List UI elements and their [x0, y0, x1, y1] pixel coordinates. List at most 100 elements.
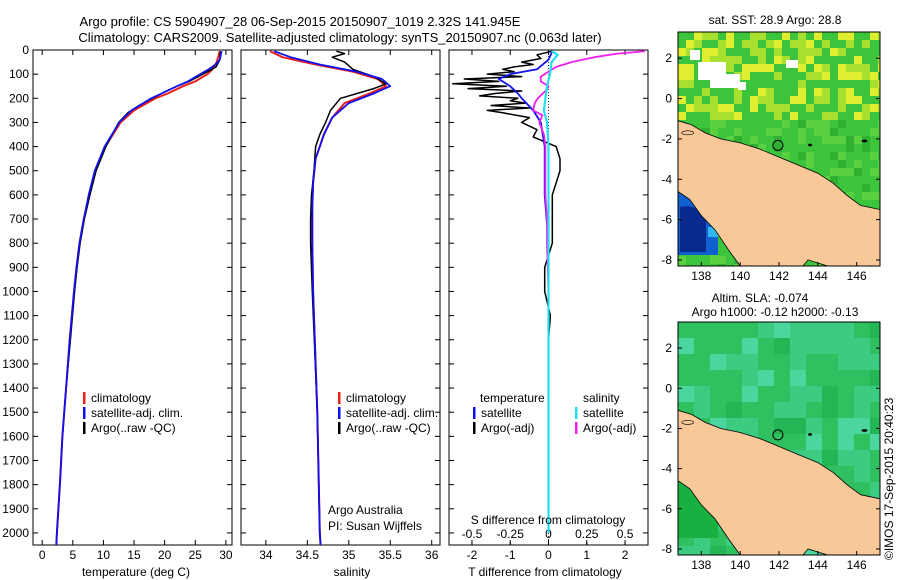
salinity-xtick-label: 35.5: [379, 548, 403, 562]
map-texture-cell: [846, 72, 854, 80]
map-texture-cell: [678, 64, 686, 72]
map-texture-cell: [862, 192, 870, 200]
map-texture-cell: [814, 72, 822, 80]
map-texture-cell: [710, 128, 718, 136]
depth-tick-label: 500: [9, 164, 29, 178]
map-texture-cell: [774, 338, 790, 354]
sdiff-legend-swatch: [575, 407, 578, 419]
map-texture-cell: [814, 88, 822, 96]
map-texture-cell: [822, 136, 830, 144]
map-texture-cell: [838, 354, 854, 370]
map-texture-cell: [750, 48, 758, 56]
map-texture-cell: [870, 386, 880, 402]
map-texture-cell: [854, 386, 870, 402]
tdiff-legend-swatch: [473, 407, 476, 419]
map-texture-cell: [758, 56, 766, 64]
map-texture-cell: [774, 56, 782, 64]
map-texture-cell: [830, 112, 838, 120]
map-texture-cell: [854, 64, 862, 72]
map-texture-cell: [726, 402, 742, 418]
map-texture-cell: [870, 32, 878, 40]
map-texture-cell: [678, 338, 694, 354]
map-texture-cell: [782, 152, 790, 160]
map-texture-cell: [758, 88, 766, 96]
map-texture-cell: [846, 168, 854, 176]
sal-annotation-2: PI: Susan Wijffels: [328, 519, 422, 533]
salinity-diff-tick-label: -0.25: [497, 527, 525, 541]
map-texture-cell: [878, 160, 880, 168]
map-texture-cell: [870, 72, 878, 80]
map-texture-cell: [838, 418, 854, 434]
map-texture-cell: [790, 338, 806, 354]
map-texture-cell: [814, 32, 822, 40]
map-texture-cell: [678, 264, 686, 266]
map-texture-cell: [774, 402, 790, 418]
sst-map-panel: 138 140 142 144 146 -8 -6 -4 -2 0 2: [661, 31, 881, 283]
map-texture-cell: [758, 370, 774, 386]
missing-data-patch: [690, 50, 700, 60]
map-texture-cell: [678, 48, 686, 56]
depth-tick-label: 1900: [2, 502, 29, 516]
map-texture-cell: [806, 56, 814, 64]
sst_map-ytick-label: 2: [665, 51, 672, 65]
map-texture-cell: [846, 88, 854, 96]
map-texture-cell: [798, 80, 806, 88]
map-texture-cell: [806, 418, 822, 434]
map-texture-cell: [702, 128, 710, 136]
tdiff-legend-label: Argo(-adj): [481, 421, 534, 435]
map-texture-cell: [854, 354, 870, 370]
map-texture-cell: [694, 32, 702, 40]
map-texture-cell: [718, 40, 726, 48]
map-texture-cell: [862, 144, 870, 152]
map-texture-cell: [798, 120, 806, 128]
map-texture-cell: [830, 136, 838, 144]
map-texture-cell: [702, 104, 710, 112]
map-texture-cell: [742, 72, 750, 80]
temperature-xtick-label: 5: [69, 548, 76, 562]
sla_map-ytick-label: 2: [665, 341, 672, 355]
map-texture-cell: [766, 88, 774, 96]
temp-legend-label: satellite-adj. clim.: [91, 406, 183, 420]
map-texture-cell: [750, 136, 758, 144]
map-texture-cell: [790, 386, 806, 402]
map-texture-cell: [806, 338, 822, 354]
map-texture-cell: [694, 386, 710, 402]
depth-tick-label: 1200: [2, 333, 29, 347]
depth-tick-label: 100: [9, 67, 29, 81]
map-texture-cell: [758, 96, 766, 104]
map-texture-cell: [870, 482, 880, 498]
map-texture-cell: [822, 128, 830, 136]
map-texture-cell: [806, 120, 814, 128]
map-texture-cell: [782, 120, 790, 128]
map-texture-cell: [878, 56, 880, 64]
new-guinea-landmass: [678, 120, 880, 266]
difference-xlabel: T difference from climatology: [468, 565, 622, 579]
map-texture-cell: [806, 152, 814, 160]
map-texture-cell: [862, 64, 870, 72]
temp-legend-swatch: [83, 407, 86, 419]
map-texture-cell: [702, 48, 710, 56]
sst_map-ytick-label: -6: [661, 213, 672, 227]
temp-legend-label: climatology: [91, 391, 151, 405]
temperature-panel: 0 5 10 15 20 25 300100200300400500600700800900…: [2, 43, 233, 562]
sst_map-xtick-label: 144: [808, 269, 828, 283]
map-texture-cell: [878, 128, 880, 136]
sla_map-ytick-label: -6: [661, 502, 672, 516]
map-texture-cell: [806, 48, 814, 56]
map-texture-cell: [766, 64, 774, 72]
map-texture-cell: [742, 354, 758, 370]
map-texture-cell: [822, 386, 838, 402]
diff-legend-title-temperature: temperature: [480, 391, 545, 405]
map-texture-cell: [710, 48, 718, 56]
temp-legend-swatch: [83, 422, 86, 434]
map-texture-cell: [774, 104, 782, 112]
map-texture-cell: [814, 128, 822, 136]
map-texture-cell: [830, 168, 838, 176]
map-texture-cell: [798, 96, 806, 104]
map-texture-cell: [694, 104, 702, 112]
salinity-xlabel: salinity: [334, 565, 371, 579]
map-texture-cell: [774, 112, 782, 120]
header-line2: Climatology: CARS2009. Satellite-adjuste…: [78, 30, 601, 45]
difference-xtick-label: -2: [467, 548, 478, 562]
